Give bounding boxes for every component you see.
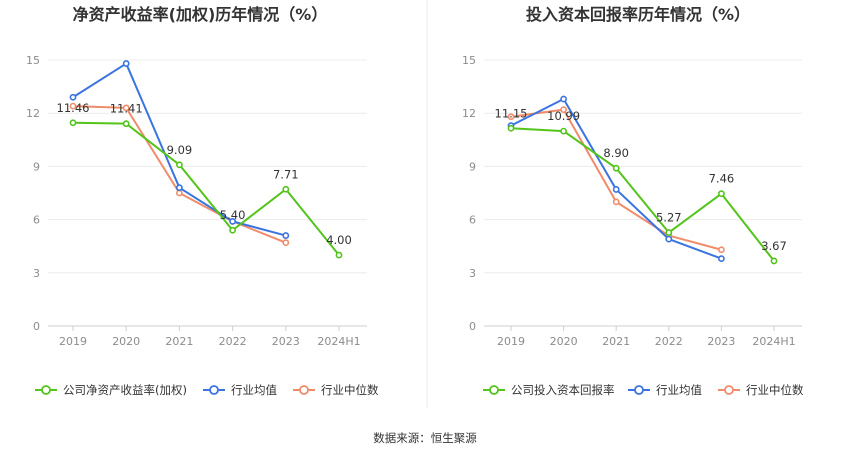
x-tick-label: 2021 — [602, 335, 630, 348]
data-point-1 — [718, 255, 725, 263]
data-point-2 — [69, 102, 77, 110]
data-point-0 — [175, 161, 183, 169]
data-label: 8.90 — [603, 146, 629, 160]
x-tick-label: 2019 — [59, 335, 87, 348]
data-point-1 — [175, 184, 183, 192]
y-tick-label: 0 — [469, 320, 476, 333]
data-point-2 — [560, 106, 567, 114]
roe-chart-panel: 净资产收益率(加权)历年情况（%） 0 3 6 9 12 15 2019 2020 2021 202… — [26, 5, 379, 397]
data-label: 7.71 — [273, 167, 299, 181]
data-point-2 — [507, 113, 515, 121]
data-point-1 — [665, 235, 673, 243]
data-label: 11.41 — [110, 102, 143, 116]
y-tick-label: 6 — [33, 214, 40, 227]
data-point-0 — [69, 119, 77, 127]
x-tick-label: 2024H1 — [752, 335, 795, 348]
legend-swatch-marker — [724, 385, 734, 395]
data-label: 10.99 — [547, 109, 580, 123]
legend-swatch-marker — [634, 385, 644, 395]
y-tick-label: 3 — [33, 267, 40, 280]
data-point-1 — [69, 93, 77, 101]
legend-swatch-marker — [209, 385, 219, 395]
legend-swatch-marker — [41, 385, 51, 395]
data-label: 5.40 — [220, 208, 246, 222]
chart-title: 净资产收益率(加权)历年情况（%） — [73, 5, 328, 24]
data-label: 7.46 — [709, 172, 735, 186]
y-tick-label: 3 — [469, 267, 476, 280]
legend-swatch-marker — [299, 385, 309, 395]
data-point-1 — [560, 95, 567, 103]
data-point-0 — [122, 120, 130, 128]
data-label: 4.00 — [326, 233, 352, 247]
legend-label: 公司净资产收益率(加权) — [63, 383, 187, 397]
data-source-note: 数据来源：恒生聚源 — [373, 431, 477, 445]
roic-chart-panel: 投入资本回报率历年情况（%） 0 3 6 9 12 15 2019 2020 2021 2022 20… — [462, 5, 804, 397]
y-tick-label: 9 — [469, 160, 476, 173]
data-point-0 — [560, 127, 567, 135]
data-point-0 — [282, 185, 290, 193]
data-point-1 — [229, 217, 236, 225]
data-point-0 — [229, 226, 236, 234]
x-tick-label: 2022 — [655, 335, 683, 348]
data-point-0 — [665, 229, 673, 236]
data-label: 9.09 — [167, 143, 193, 157]
x-tick-label: 2019 — [497, 335, 525, 348]
data-point-1 — [612, 186, 620, 193]
y-tick-label: 12 — [462, 107, 476, 120]
legend-swatch-marker — [489, 385, 499, 395]
y-tick-label: 15 — [462, 54, 476, 67]
y-tick-label: 9 — [33, 160, 40, 173]
y-tick-label: 6 — [469, 214, 476, 227]
data-label: 11.46 — [57, 101, 90, 115]
data-label: 5.27 — [656, 211, 682, 225]
data-label: 3.67 — [761, 239, 787, 253]
x-tick-label: 2020 — [112, 335, 140, 348]
legend-label: 行业均值 — [656, 383, 702, 397]
legend-label: 行业中位数 — [321, 383, 379, 397]
y-tick-label: 15 — [26, 54, 40, 67]
data-point-2 — [282, 239, 290, 247]
data-point-2 — [612, 198, 620, 206]
legend-label: 公司投入资本回报率 — [511, 383, 615, 397]
legend-label: 行业均值 — [231, 383, 277, 397]
data-point-0 — [507, 124, 515, 132]
x-tick-label: 2022 — [219, 335, 247, 348]
chart-title: 投入资本回报率历年情况（%） — [526, 5, 750, 24]
data-point-0 — [770, 257, 778, 265]
data-point-0 — [335, 251, 343, 259]
x-tick-label: 2023 — [272, 335, 300, 348]
y-tick-label: 12 — [26, 107, 40, 120]
x-tick-label: 2020 — [550, 335, 578, 348]
data-point-0 — [612, 164, 620, 172]
y-tick-label: 0 — [33, 320, 40, 333]
data-point-1 — [282, 232, 290, 239]
data-point-2 — [175, 189, 183, 197]
series-line-0 — [72, 121, 340, 256]
series-line-2 — [72, 105, 287, 244]
x-tick-label: 2023 — [707, 335, 735, 348]
series-line-1 — [510, 98, 722, 260]
legend-label: 行业中位数 — [746, 383, 804, 397]
data-point-0 — [718, 190, 725, 198]
x-tick-label: 2021 — [165, 335, 193, 348]
data-label: 11.15 — [495, 106, 528, 120]
data-point-1 — [122, 60, 130, 67]
series-line-0 — [510, 127, 775, 262]
data-point-2 — [122, 104, 130, 112]
data-point-2 — [718, 246, 725, 254]
x-tick-label: 2024H1 — [317, 335, 360, 348]
